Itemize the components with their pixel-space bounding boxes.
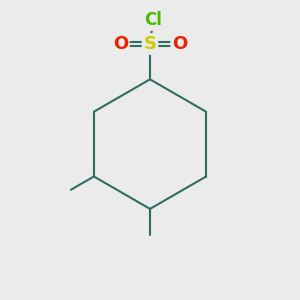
Text: O: O [113,35,128,53]
Text: Cl: Cl [144,11,162,29]
Text: O: O [172,35,187,53]
Text: S: S [143,35,157,53]
